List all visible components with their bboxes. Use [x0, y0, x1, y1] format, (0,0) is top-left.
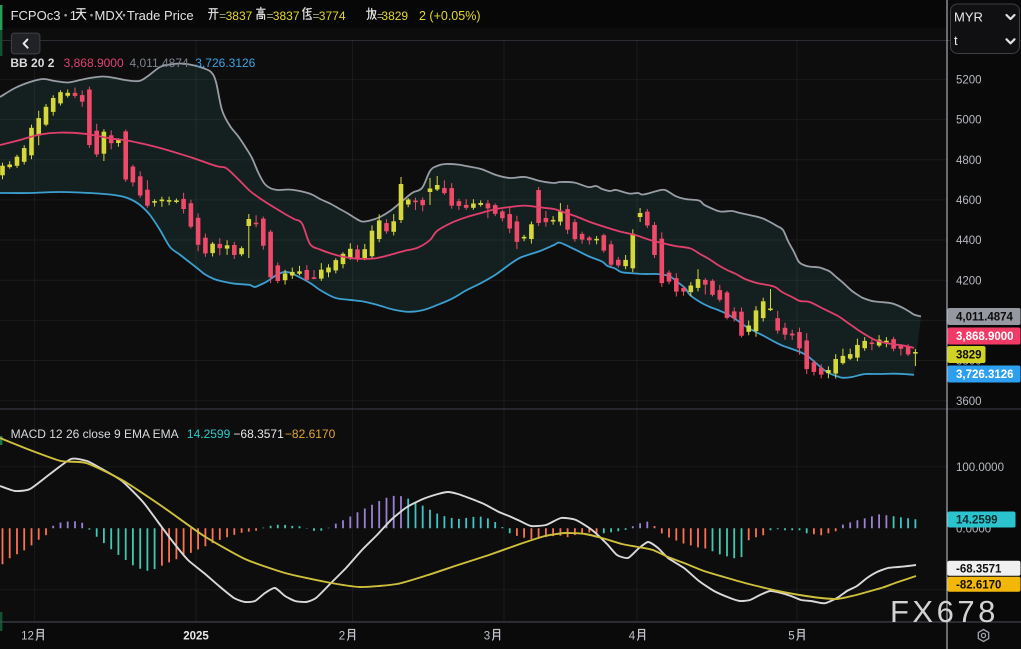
- svg-text:FX678: FX678: [890, 594, 999, 629]
- svg-text:1: 1: [70, 8, 77, 23]
- svg-text:4,011.4874: 4,011.4874: [130, 56, 189, 70]
- svg-text:BB 20 2: BB 20 2: [10, 56, 54, 70]
- svg-text:3,726.3126: 3,726.3126: [195, 56, 255, 70]
- svg-text:=: =: [377, 9, 384, 23]
- svg-text:4800: 4800: [956, 155, 982, 167]
- svg-text:3829: 3829: [956, 350, 982, 362]
- svg-text:4,011.4874: 4,011.4874: [956, 312, 1014, 324]
- svg-text:4600: 4600: [956, 195, 982, 207]
- svg-text:3600: 3600: [956, 396, 982, 408]
- svg-text:2: 2: [339, 631, 345, 643]
- svg-text:4200: 4200: [956, 275, 982, 287]
- svg-text:4: 4: [629, 631, 636, 643]
- svg-text:=: =: [313, 9, 320, 23]
- svg-text:14.2599: 14.2599: [187, 427, 231, 441]
- svg-text:−68.3571: −68.3571: [233, 427, 284, 441]
- svg-text:t: t: [954, 33, 958, 48]
- svg-text:5: 5: [788, 631, 794, 643]
- svg-text:3: 3: [484, 631, 490, 643]
- svg-text:3,726.3126: 3,726.3126: [956, 369, 1014, 381]
- svg-text:12: 12: [21, 631, 34, 643]
- svg-text:14.2599: 14.2599: [956, 515, 998, 527]
- svg-text:3774: 3774: [319, 9, 346, 23]
- svg-text:-82.6170: -82.6170: [956, 579, 1001, 591]
- svg-text:4400: 4400: [956, 235, 982, 247]
- svg-text:3837: 3837: [273, 9, 300, 23]
- svg-text:3837: 3837: [226, 9, 253, 23]
- svg-text:2025: 2025: [183, 631, 209, 643]
- svg-text:5000: 5000: [956, 115, 982, 127]
- svg-text:−82.6170: −82.6170: [285, 427, 336, 441]
- svg-text:3829: 3829: [381, 9, 408, 23]
- svg-text:2 (+0.05%): 2 (+0.05%): [419, 9, 481, 23]
- svg-text:5200: 5200: [956, 75, 982, 87]
- svg-text:MYR: MYR: [954, 9, 983, 24]
- svg-text:3,868.9000: 3,868.9000: [64, 56, 124, 70]
- svg-text:=: =: [219, 9, 226, 23]
- svg-text:FCPOc3: FCPOc3: [11, 8, 61, 23]
- svg-text:Trade Price: Trade Price: [127, 8, 194, 23]
- svg-text:=: =: [267, 9, 274, 23]
- svg-text:MDX: MDX: [95, 8, 124, 23]
- svg-text:MACD 12 26 close 9 EMA EMA: MACD 12 26 close 9 EMA EMA: [11, 427, 179, 441]
- svg-text:-68.3571: -68.3571: [956, 563, 1002, 575]
- svg-text:3,868.9000: 3,868.9000: [956, 331, 1014, 343]
- svg-text:100.0000: 100.0000: [956, 462, 1004, 474]
